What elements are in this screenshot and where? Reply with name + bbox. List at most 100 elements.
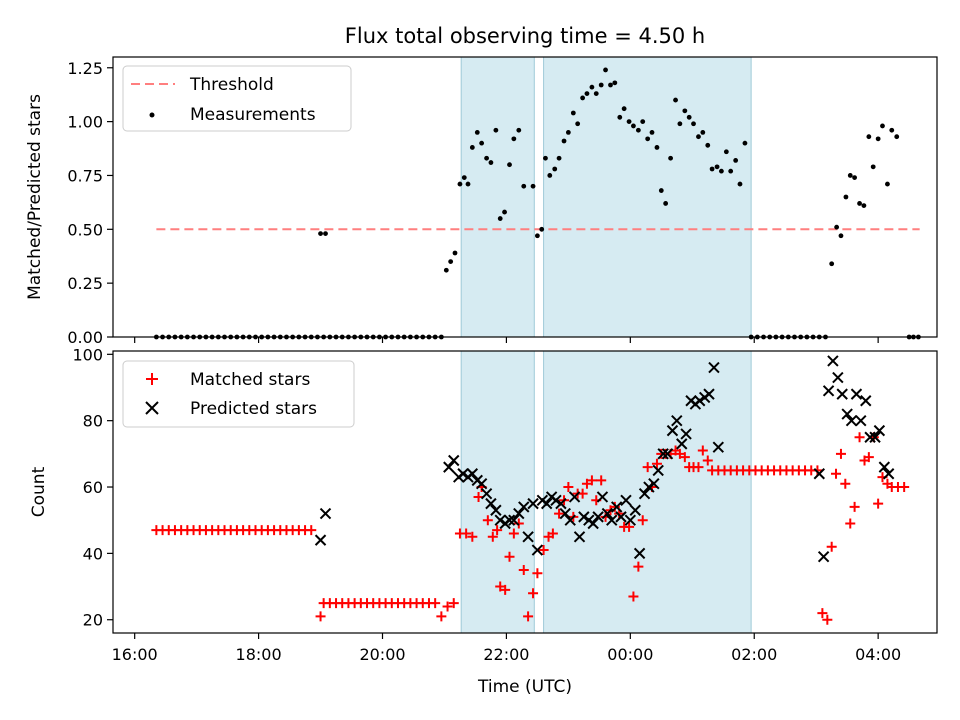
predicted-star-point <box>503 514 516 526</box>
measurement-point <box>857 201 862 206</box>
measurement-point <box>608 82 613 88</box>
matched-star-point <box>528 588 539 599</box>
predicted-star-point <box>869 431 881 443</box>
top-y-axis-label: Matched/Predicted stars <box>25 94 45 300</box>
matched-star-point <box>492 525 503 536</box>
top-y-tick-label: 0.75 <box>67 166 103 185</box>
observing-window <box>543 56 752 338</box>
measurement-point <box>507 162 512 168</box>
bottom-y-tick-label: 40 <box>83 544 103 563</box>
matched-star-point <box>482 515 493 526</box>
matched-star-point <box>306 525 317 536</box>
measurement-point <box>617 114 623 120</box>
predicted-star-point <box>661 448 674 460</box>
top-legend: Threshold Measurements <box>122 65 352 132</box>
predicted-star-point <box>615 511 627 523</box>
predicted-star-point <box>319 507 332 520</box>
matched-star-point <box>849 501 860 512</box>
matched-star-point <box>826 541 837 552</box>
matched-star-point <box>609 501 620 512</box>
measurement-point <box>547 173 553 178</box>
matched-star-point <box>518 564 529 575</box>
chart-title: Flux total observing time = 4.50 h <box>345 24 705 48</box>
predicted-star-point <box>624 514 637 526</box>
predicted-star-point <box>832 371 844 384</box>
measurement-point <box>852 175 857 181</box>
measurement-point <box>691 121 696 127</box>
matched-star-point <box>624 521 635 532</box>
measurement-point <box>668 155 673 161</box>
matched-star-point <box>315 611 326 622</box>
predicted-star-point <box>578 511 590 523</box>
predicted-star-point <box>596 491 609 503</box>
measurement-point <box>885 181 890 187</box>
matched-star-point <box>436 611 447 622</box>
matched-star-point <box>487 531 498 542</box>
predicted-star-point <box>841 408 853 420</box>
predicted-star-point <box>648 477 660 490</box>
measurement-point <box>834 224 840 230</box>
measurement-point <box>584 91 590 97</box>
predicted-star-point <box>508 514 520 526</box>
predicted-star-point <box>864 431 876 443</box>
measurement-point <box>705 142 711 148</box>
measurement-point <box>474 129 480 135</box>
measurement-point <box>880 123 885 129</box>
predicted-star-point <box>845 414 858 427</box>
x-axis-label: Time (UTC) <box>477 677 572 697</box>
matched-star-point <box>532 568 543 579</box>
predicted-star-point <box>522 531 534 543</box>
measurement-point <box>448 259 454 265</box>
matched-star-point <box>845 518 856 529</box>
measurement-point <box>318 231 323 237</box>
measurement-point <box>497 216 503 221</box>
matched-star-point <box>854 432 865 443</box>
x-tick-label: 16:00 <box>112 645 158 664</box>
measurement-point <box>728 168 734 174</box>
matched-star-point <box>863 452 874 463</box>
predicted-star-point <box>564 514 576 526</box>
bottom-y-axis-label: Count <box>29 466 49 517</box>
predicted-star-point <box>620 494 632 507</box>
measurement-point <box>866 134 872 140</box>
predicted-star-point <box>610 501 623 513</box>
predicted-star-point <box>703 388 715 400</box>
predicted-star-point <box>638 487 651 500</box>
measurement-point <box>843 194 849 200</box>
bottom-y-ticks: 20 40 60 80 100 <box>72 345 113 630</box>
measurement-point <box>323 231 328 237</box>
measurement-point <box>534 233 540 239</box>
bottom-legend: Matched stars Predicted stars <box>122 360 355 428</box>
measurement-point <box>556 155 562 161</box>
bottom-x-ticks: 16:00 18:00 20:00 22:00 00:00 02:00 04:00 <box>112 633 901 664</box>
measurement-point <box>621 106 627 112</box>
legend-measurements-swatch <box>149 112 155 118</box>
matched-star-point <box>697 445 708 456</box>
legend-threshold-label: Threshold <box>189 75 274 95</box>
measurement-point <box>461 175 467 181</box>
star-count-panel: 20 40 60 80 100 16:00 18:00 20:00 22:00 00:00 02:… <box>29 345 938 697</box>
matched-star-point <box>547 528 558 539</box>
predicted-star-point <box>490 504 502 516</box>
measurement-point <box>640 119 646 125</box>
matched-star-point <box>461 528 472 539</box>
predicted-star-point <box>606 514 618 526</box>
matched-star-point <box>523 611 534 622</box>
predicted-star-point <box>555 497 567 510</box>
predicted-star-point <box>827 355 839 367</box>
predicted-star-point <box>873 424 886 437</box>
predicted-star-point <box>708 361 720 374</box>
matched-star-point <box>702 455 713 466</box>
predicted-star-point <box>850 388 863 400</box>
measurement-point <box>452 250 458 256</box>
bottom-y-tick-label: 60 <box>83 478 103 497</box>
bottom-legend-box <box>122 360 355 428</box>
measurement-point <box>493 127 499 133</box>
top-legend-box <box>122 65 352 132</box>
predicted-star-point <box>633 547 646 560</box>
predicted-star-point <box>573 531 586 543</box>
measurement-point <box>516 127 522 133</box>
measurement-point <box>838 233 844 239</box>
matched-star-point <box>554 508 565 519</box>
